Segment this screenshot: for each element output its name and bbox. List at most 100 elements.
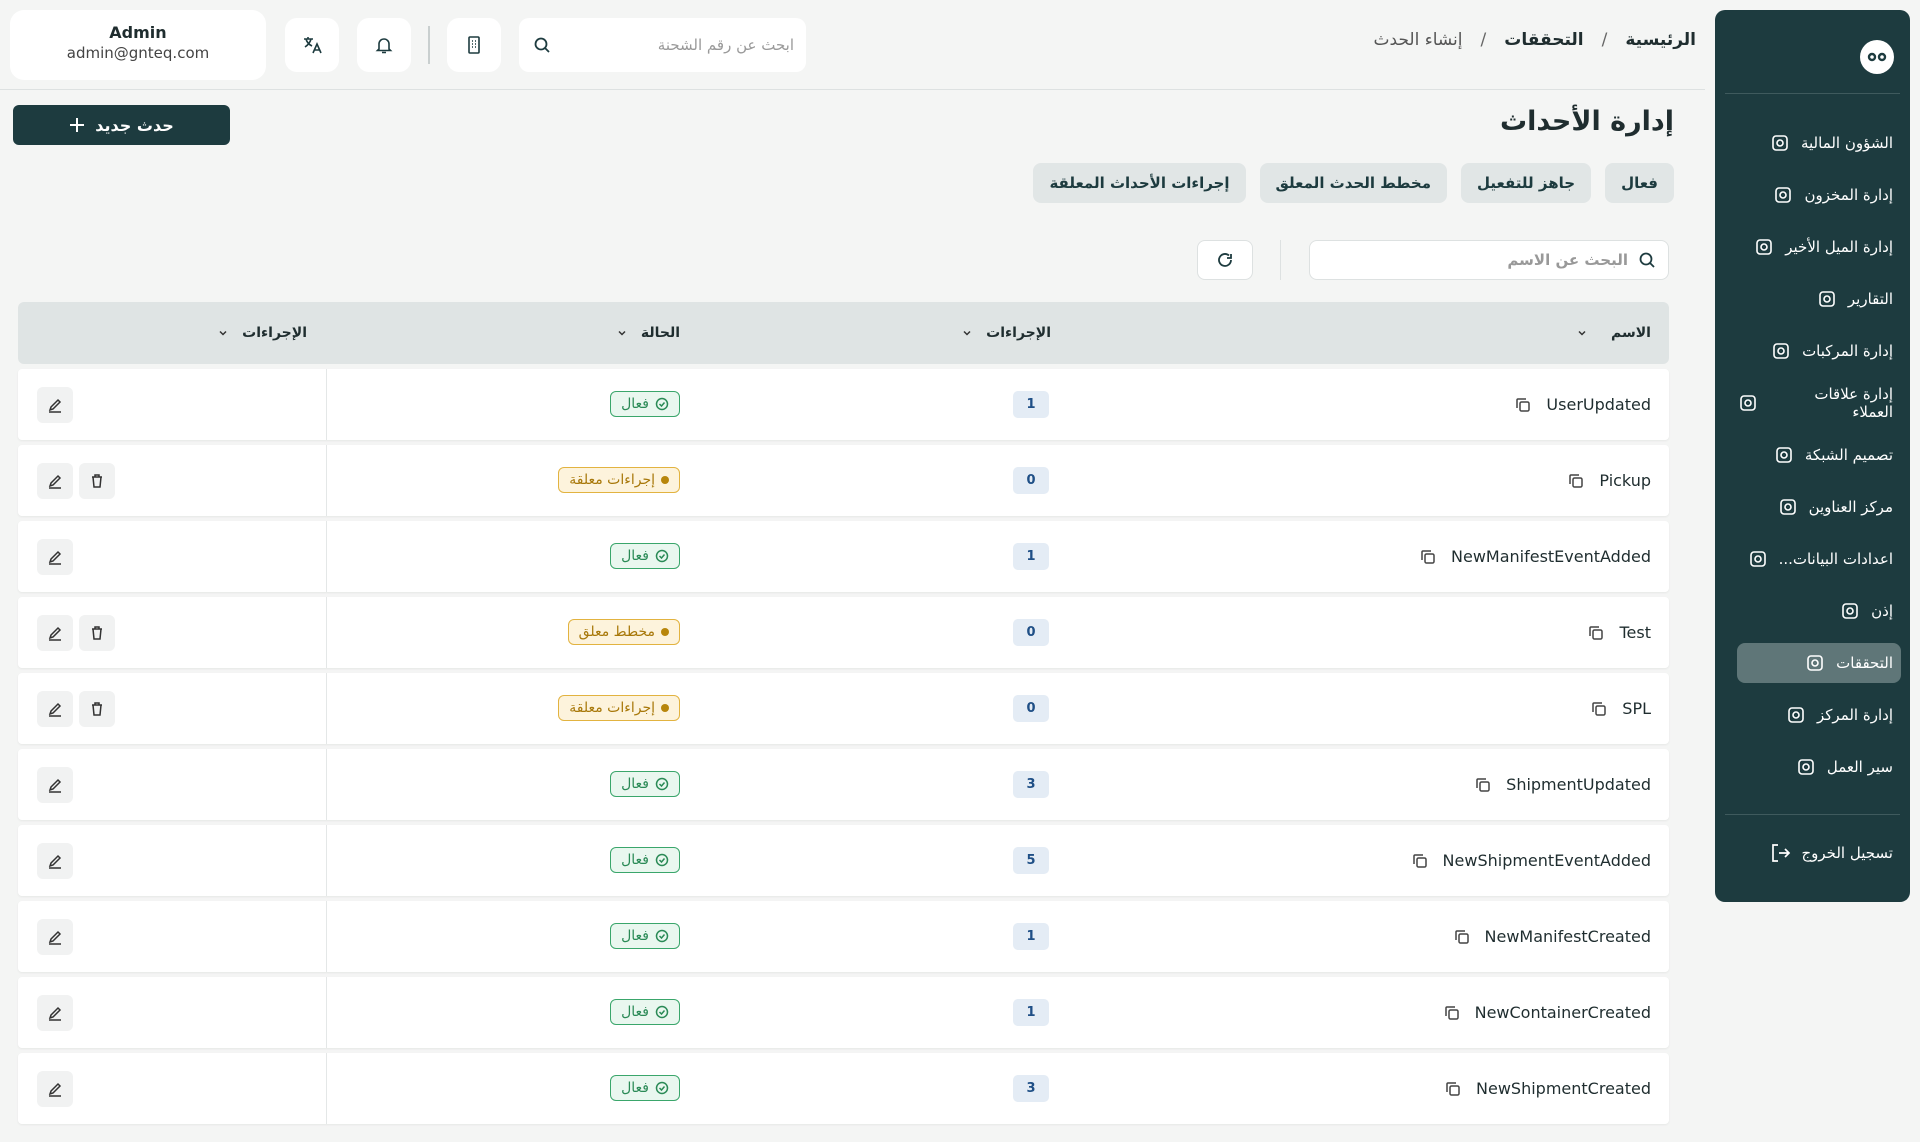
column-header[interactable]: الاسم bbox=[1577, 302, 1651, 364]
status-badge: إجراءات معلقة bbox=[558, 467, 680, 493]
status-label: مخطط معلق bbox=[578, 624, 655, 640]
refresh-button[interactable] bbox=[1197, 240, 1253, 280]
nav-label: إدارة المركبات bbox=[1802, 342, 1893, 360]
action-count: 3 bbox=[1013, 771, 1049, 798]
table-row: SPL 0 إجراءات معلقة bbox=[18, 673, 1669, 744]
edit-button[interactable] bbox=[37, 995, 73, 1031]
tab[interactable]: فعال bbox=[1605, 163, 1674, 203]
icon bbox=[661, 476, 669, 484]
edit-button[interactable] bbox=[37, 463, 73, 499]
column-header[interactable]: الإجراءات bbox=[962, 302, 1051, 364]
delete-button[interactable] bbox=[79, 463, 115, 499]
event-name[interactable]: NewShipmentEventAdded bbox=[1442, 851, 1651, 870]
icon bbox=[1816, 288, 1838, 310]
event-name[interactable]: NewContainerCreated bbox=[1474, 1003, 1651, 1022]
table-row: UserUpdated 1 فعال bbox=[18, 369, 1669, 440]
event-name[interactable]: NewManifestCreated bbox=[1484, 927, 1652, 946]
logo bbox=[1860, 40, 1894, 74]
nav-item[interactable]: اعدادات البيانات... bbox=[1737, 539, 1901, 579]
edit-button[interactable] bbox=[37, 843, 73, 879]
nav-item[interactable]: إدارة الميل الأخير bbox=[1737, 227, 1901, 267]
nav-item[interactable]: إدارة علاقات العملاء bbox=[1737, 383, 1901, 423]
edit-button[interactable] bbox=[37, 387, 73, 423]
status-label: إجراءات معلقة bbox=[569, 700, 655, 716]
event-name[interactable]: ShipmentUpdated bbox=[1506, 775, 1651, 794]
icon bbox=[1839, 600, 1861, 622]
name-cell: UserUpdated bbox=[1514, 369, 1651, 440]
delete-button[interactable] bbox=[79, 691, 115, 727]
nav-item[interactable]: إدارة المخزون bbox=[1737, 175, 1901, 215]
edit-button[interactable] bbox=[37, 919, 73, 955]
translate-button[interactable] bbox=[285, 18, 339, 72]
nav-item[interactable]: سير العمل bbox=[1737, 747, 1901, 787]
breadcrumb-item[interactable]: الرئيسية bbox=[1625, 30, 1696, 50]
tab[interactable]: مخطط الحدث المعلق bbox=[1259, 163, 1447, 203]
icon bbox=[1590, 700, 1608, 718]
nav-item[interactable]: التقارير bbox=[1737, 279, 1901, 319]
status-badge: فعال bbox=[610, 391, 680, 417]
event-name[interactable]: SPL bbox=[1622, 699, 1651, 718]
column-label: الإجراءات bbox=[242, 325, 307, 341]
cell-divider bbox=[326, 521, 327, 592]
status-badge: فعال bbox=[610, 999, 680, 1025]
nav-item[interactable]: مركز العناوين bbox=[1737, 487, 1901, 527]
icon bbox=[655, 1081, 669, 1095]
nav-item[interactable]: التحققات bbox=[1737, 643, 1901, 683]
icon bbox=[1777, 496, 1799, 518]
edit-button[interactable] bbox=[37, 691, 73, 727]
status-label: فعال bbox=[621, 1080, 649, 1096]
nav-item[interactable]: إدارة المركبات bbox=[1737, 331, 1901, 371]
new-event-button[interactable]: حدث جديد bbox=[13, 105, 230, 145]
breadcrumb: الرئيسية / التحققات / إنشاء الحدث bbox=[1373, 30, 1696, 50]
divider bbox=[1725, 814, 1900, 815]
nav-item[interactable]: تصميم الشبكة bbox=[1737, 435, 1901, 475]
nav-item[interactable]: إدارة المركز bbox=[1737, 695, 1901, 735]
delete-button[interactable] bbox=[79, 615, 115, 651]
status-badge: إجراءات معلقة bbox=[558, 695, 680, 721]
event-name[interactable]: NewManifestEventAdded bbox=[1451, 547, 1651, 566]
icon bbox=[89, 701, 105, 717]
notifications-button[interactable] bbox=[357, 18, 411, 72]
nav-item[interactable]: إذن bbox=[1737, 591, 1901, 631]
edit-button[interactable] bbox=[37, 615, 73, 651]
name-cell: NewShipmentCreated bbox=[1444, 1053, 1651, 1124]
icon bbox=[655, 549, 669, 563]
edit-button[interactable] bbox=[37, 1071, 73, 1107]
event-name[interactable]: UserUpdated bbox=[1546, 395, 1651, 414]
edit-button[interactable] bbox=[37, 767, 73, 803]
event-name[interactable]: NewShipmentCreated bbox=[1476, 1079, 1651, 1098]
action-count: 3 bbox=[1013, 1075, 1049, 1102]
icon bbox=[1514, 396, 1532, 414]
column-header[interactable]: الحالة bbox=[617, 302, 680, 364]
icon bbox=[1567, 472, 1585, 490]
icon bbox=[1773, 444, 1795, 466]
icon bbox=[47, 701, 63, 717]
icon bbox=[1804, 652, 1826, 674]
icon bbox=[661, 628, 669, 636]
edit-button[interactable] bbox=[37, 539, 73, 575]
header-line bbox=[0, 89, 1705, 90]
tab[interactable]: جاهز للتفعيل bbox=[1461, 163, 1592, 203]
name-cell: NewContainerCreated bbox=[1443, 977, 1651, 1048]
search-placeholder: ابحث عن رقم الشحنة bbox=[657, 36, 794, 54]
event-name[interactable]: Pickup bbox=[1599, 471, 1651, 490]
name-search[interactable]: البحث عن الاسم bbox=[1309, 240, 1669, 280]
event-name[interactable]: Test bbox=[1619, 623, 1651, 642]
name-cell: NewManifestEventAdded bbox=[1419, 521, 1651, 592]
user-card[interactable]: Admin admin@gnteq.com bbox=[10, 10, 266, 80]
nav-label: الشؤون المالية bbox=[1800, 134, 1893, 152]
nav-item[interactable]: الشؤون المالية bbox=[1737, 123, 1901, 163]
company-button[interactable] bbox=[447, 18, 501, 72]
shipment-search[interactable]: ابحث عن رقم الشحنة bbox=[519, 18, 806, 72]
name-cell: Pickup bbox=[1567, 445, 1651, 516]
status-label: فعال bbox=[621, 852, 649, 868]
name-cell: SPL bbox=[1590, 673, 1651, 744]
column-header[interactable]: الإجراءات bbox=[218, 302, 307, 364]
action-count: 1 bbox=[1013, 543, 1049, 570]
cell-divider bbox=[326, 673, 327, 744]
tab[interactable]: إجراءات الأحداث المعلقة bbox=[1033, 163, 1246, 203]
breadcrumb-item[interactable]: التحققات bbox=[1504, 30, 1584, 50]
icon bbox=[47, 549, 63, 565]
logout[interactable]: تسجيل الخروج bbox=[1737, 833, 1901, 873]
